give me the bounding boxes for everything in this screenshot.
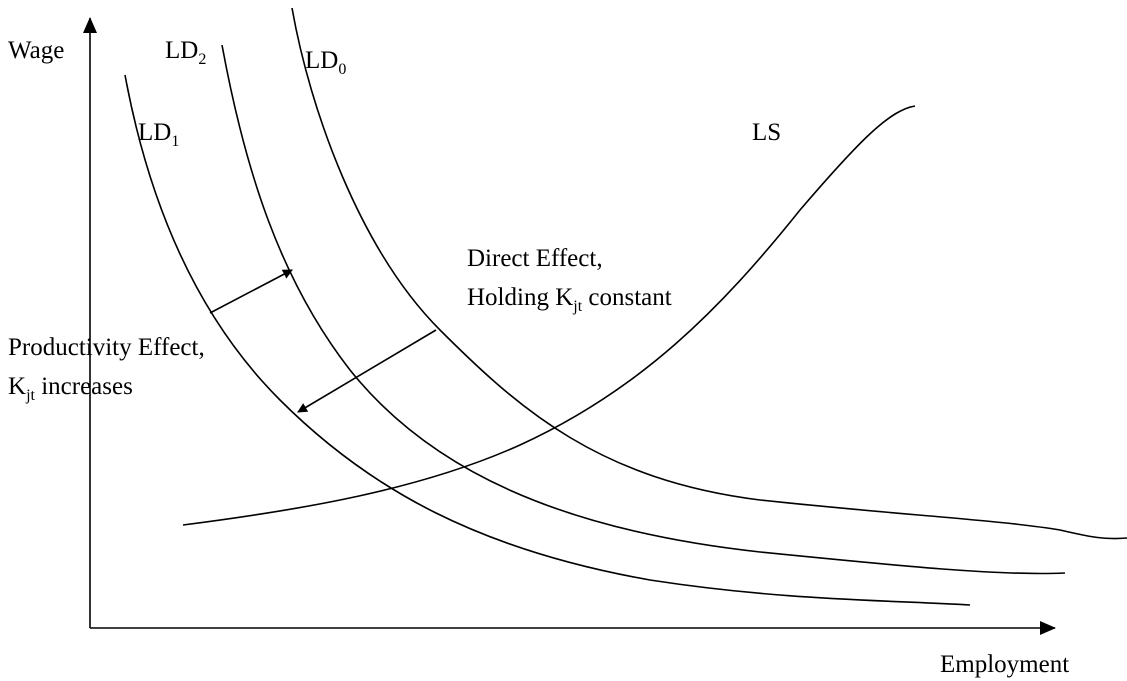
curve-label: LD2 [165, 37, 206, 68]
curve-subscript: 2 [198, 51, 206, 68]
curve-subscript: 1 [171, 133, 179, 150]
annotation-line: Direct Effect, [467, 245, 603, 272]
ls-curve [182, 105, 916, 526]
annotation-subscript: jt [25, 387, 35, 404]
curve-label: LS [752, 119, 781, 146]
direct-arrow [297, 329, 437, 413]
annotation-text: K [8, 373, 26, 400]
ld0-curve [291, 7, 1127, 540]
curve-name: LD [138, 119, 171, 146]
annotation-text: increases [35, 373, 133, 400]
annotation-subscript: jt [572, 298, 582, 315]
x-axis-label: Employment [940, 651, 1069, 678]
annotation-text: Holding K [467, 284, 573, 311]
annotation-line: Holding Kjt constant [467, 284, 672, 315]
annotation-line: Productivity Effect, [8, 334, 205, 361]
ld2-curve [221, 44, 1066, 575]
annotation-text: constant [582, 284, 672, 311]
productivity-arrow [209, 269, 293, 314]
curve-label: LD1 [138, 119, 179, 150]
curve-name: LD [165, 37, 198, 64]
ld1-curve [124, 74, 971, 606]
curve-label: LD0 [305, 47, 346, 78]
curve-subscript: 0 [338, 61, 346, 78]
curve-name: LD [305, 47, 338, 74]
y-axis-label: Wage [8, 37, 64, 64]
annotation-line: Kjt increases [8, 373, 133, 404]
